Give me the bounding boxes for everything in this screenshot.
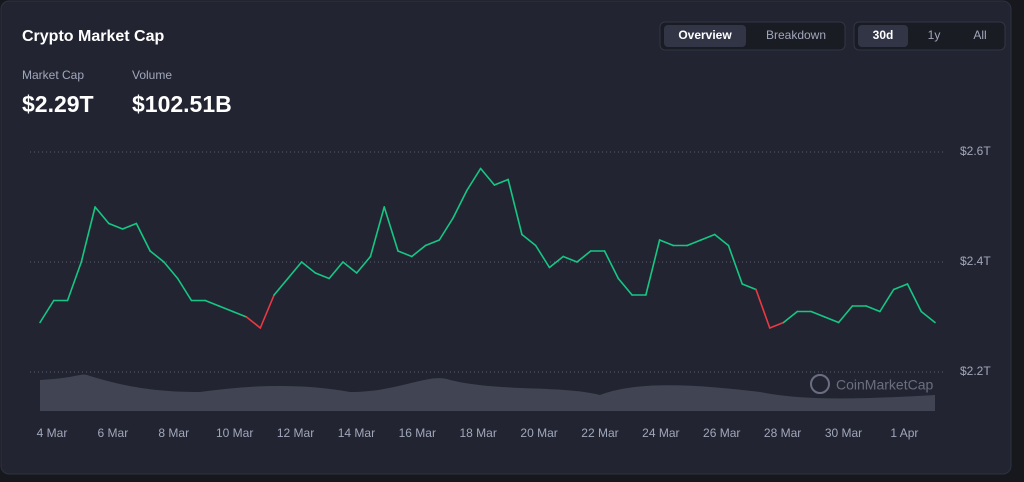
tab-active [664,25,746,47]
line-segment [218,305,234,313]
line-segment [466,167,482,192]
line-segment [204,299,220,307]
line-segment [80,206,96,263]
line-segment [410,244,427,258]
line-segment [135,222,151,252]
line-segment [810,310,826,318]
line-segment [66,261,83,302]
x-tick-label: 22 Mar [581,426,618,440]
line-segment [163,261,179,280]
x-tick-label: 18 Mar [460,426,497,440]
x-tick-label: 8 Mar [158,426,189,440]
line-segment [700,233,716,241]
line-segment [176,277,193,302]
line-segment [755,288,771,329]
line-segment [920,310,936,324]
range-active [858,25,908,47]
line-segment [562,255,578,263]
line-segment [273,277,289,296]
line-segment [149,250,165,263]
x-tick-label: 6 Mar [98,426,129,440]
line-segment [837,305,854,324]
range[interactable]: All [973,28,986,42]
line-segment [727,244,744,285]
x-tick-label: 16 Mar [399,426,436,440]
y-tick-label: $2.6T [960,144,991,158]
x-tick-label: 28 Mar [764,426,801,440]
watermark-logo [810,374,830,394]
stat-label: Market Cap [22,68,84,82]
x-tick-label: 24 Mar [642,426,679,440]
line-segment [645,239,661,296]
line-segment [782,310,799,324]
watermark: CoinMarketCap [836,377,933,393]
x-tick-label: 14 Mar [338,426,375,440]
line-segment [231,310,248,318]
line-segment [548,255,565,269]
line-segment [892,283,909,291]
line-segment [576,250,592,263]
line-segment [383,206,399,252]
x-tick-label: 4 Mar [37,426,68,440]
x-tick-label: 12 Mar [277,426,314,440]
line-segment [438,217,454,241]
x-tick-label: 30 Mar [825,426,862,440]
line-segment [328,261,344,280]
x-tick-label: 20 Mar [520,426,557,440]
title: Crypto Market Cap [22,28,164,45]
range[interactable]: 30d [873,28,894,42]
line-segment [493,178,509,186]
range[interactable]: 1y [928,28,941,42]
line-segment [534,244,551,269]
line-segment [879,288,895,313]
line-segment [94,206,110,225]
line-segment [342,261,358,274]
line-segment [369,206,386,258]
line-segment [314,272,330,280]
volume-area [40,374,935,411]
line-segment [713,233,730,247]
x-tick-label: 10 Mar [216,426,253,440]
tab[interactable]: Breakdown [766,28,826,42]
y-tick-label: $2.2T [960,364,991,378]
line-segment [658,239,675,247]
line-segment [397,250,413,258]
tab[interactable]: Overview [678,28,732,42]
stat-value: $102.51B [132,91,232,117]
line-segment [259,294,275,329]
line-segment [300,261,317,274]
line-segment [507,178,523,236]
line-segment [906,283,923,313]
line-segment [479,167,496,186]
line-segment [287,261,303,280]
line-segment [355,255,372,274]
stat-value: $2.29T [22,91,94,117]
line-segment [768,321,785,329]
x-tick-label: 1 Apr [890,426,918,440]
line-segment [865,305,881,313]
line-segment [617,277,633,296]
line-segment [686,239,702,247]
panel [0,0,1012,475]
stat-label: Volume [132,68,172,82]
line-segment [39,299,55,324]
line-segment [452,189,468,219]
line-segment [121,222,138,230]
line-segment [108,222,124,230]
line-segment [424,239,441,247]
line-segment [245,316,262,329]
line-segment [521,233,537,247]
line-segment [741,283,757,291]
x-tick-label: 26 Mar [703,426,740,440]
line-segment [603,250,620,280]
line-segment [824,316,840,324]
y-tick-label: $2.4T [960,254,991,268]
